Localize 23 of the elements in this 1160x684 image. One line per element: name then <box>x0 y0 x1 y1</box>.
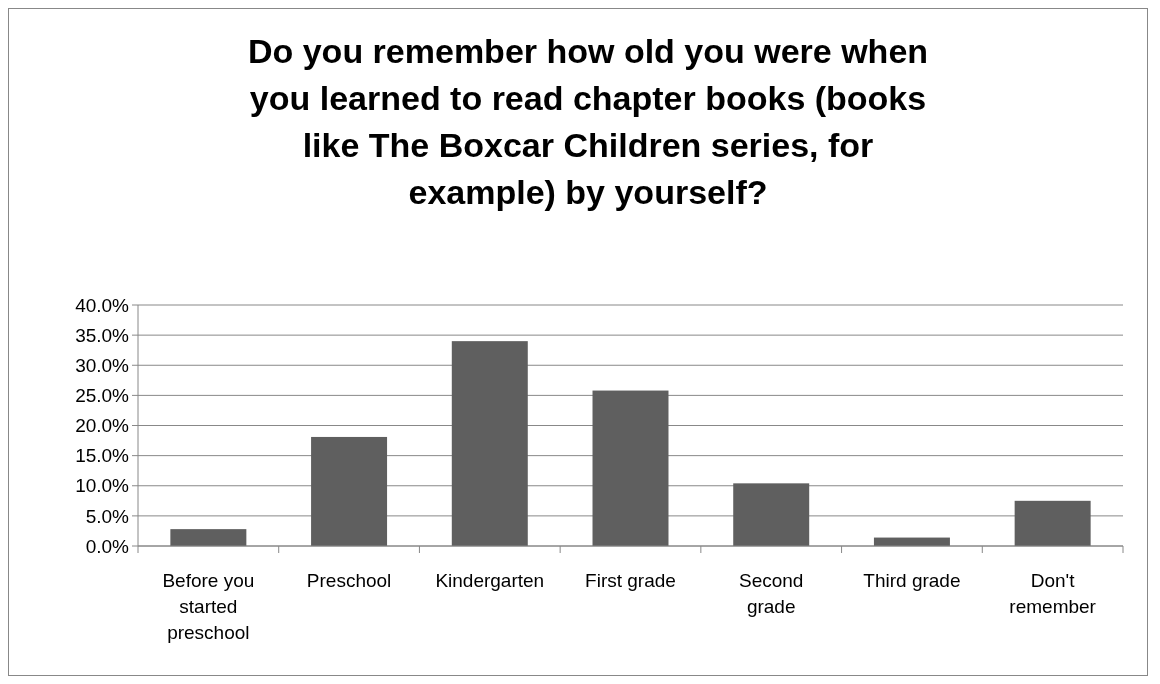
x-tick-label: First grade <box>585 570 676 591</box>
chart-title: Do you remember how old you were when you learned to read chapter books (books like The Boxcar Children series, for example) by yourself? <box>247 32 929 211</box>
x-tick-label: Third grade <box>863 570 961 591</box>
y-tick-label: 5.0% <box>85 505 130 527</box>
y-tick-label: 20.0% <box>75 415 130 437</box>
bar <box>733 483 810 546</box>
y-tick-label: 0.0% <box>85 535 130 557</box>
bar <box>592 390 669 546</box>
y-tick-label: 35.0% <box>75 324 130 346</box>
y-tick-label: 40.0% <box>75 294 130 316</box>
bar <box>170 529 247 546</box>
bar <box>451 341 528 546</box>
y-tick-label: 30.0% <box>75 354 130 376</box>
bar <box>1014 500 1091 546</box>
y-tick-label: 15.0% <box>75 445 130 467</box>
x-tick-label: Before you started preschool <box>162 570 255 643</box>
bar <box>311 436 388 546</box>
x-tick-label: Don't remember <box>1009 570 1097 617</box>
x-tick-label: Second grade <box>738 570 804 617</box>
x-tick-label: Preschool <box>306 570 392 591</box>
y-tick-label: 25.0% <box>75 385 130 407</box>
y-tick-label: 10.0% <box>75 475 130 497</box>
x-tick-label: Kindergarten <box>435 570 545 591</box>
